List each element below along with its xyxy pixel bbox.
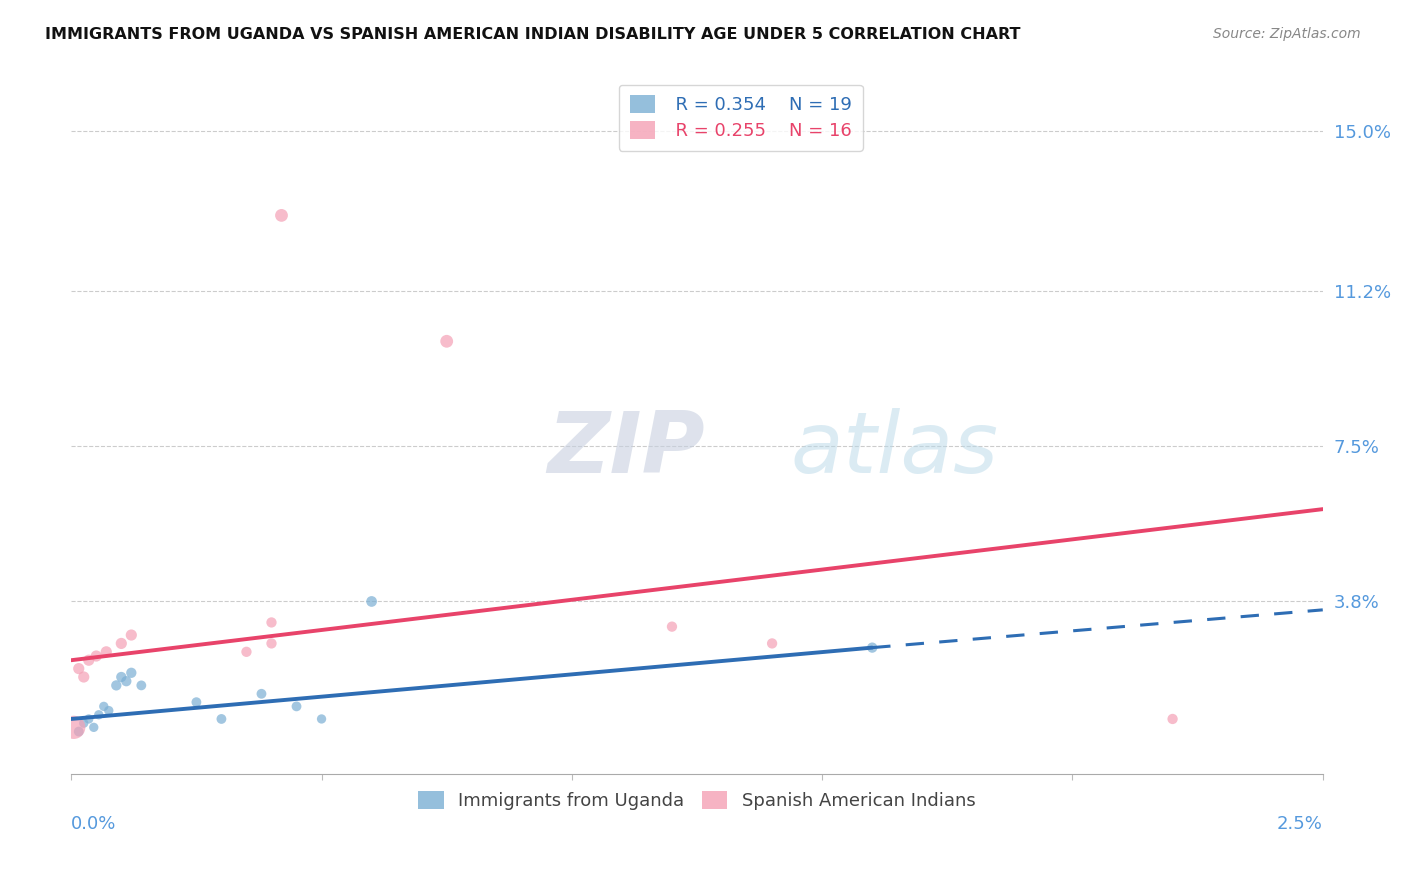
Point — [77, 712, 100, 726]
Point — [105, 678, 128, 692]
Point — [110, 636, 132, 650]
Point — [360, 594, 382, 608]
Point — [436, 334, 458, 349]
Point — [67, 724, 90, 739]
Point — [860, 640, 883, 655]
Text: atlas: atlas — [790, 408, 998, 491]
Point — [311, 712, 333, 726]
Point — [83, 720, 105, 734]
Point — [250, 687, 273, 701]
Point — [120, 628, 142, 642]
Point — [761, 636, 783, 650]
Text: ZIP: ZIP — [547, 408, 704, 491]
Legend: Immigrants from Uganda, Spanish American Indians: Immigrants from Uganda, Spanish American… — [411, 784, 983, 817]
Point — [73, 716, 96, 731]
Point — [73, 670, 96, 684]
Point — [110, 670, 132, 684]
Point — [285, 699, 308, 714]
Point — [1161, 712, 1184, 726]
Point — [115, 674, 138, 689]
Point — [84, 648, 107, 663]
Point — [67, 662, 90, 676]
Point — [131, 678, 153, 692]
Point — [77, 653, 100, 667]
Point — [209, 712, 232, 726]
Point — [97, 704, 120, 718]
Text: Source: ZipAtlas.com: Source: ZipAtlas.com — [1213, 27, 1361, 41]
Text: IMMIGRANTS FROM UGANDA VS SPANISH AMERICAN INDIAN DISABILITY AGE UNDER 5 CORRELA: IMMIGRANTS FROM UGANDA VS SPANISH AMERIC… — [45, 27, 1021, 42]
Point — [62, 720, 84, 734]
Point — [260, 636, 283, 650]
Point — [186, 695, 208, 709]
Point — [235, 645, 257, 659]
Point — [93, 699, 115, 714]
Point — [661, 620, 683, 634]
Point — [260, 615, 283, 630]
Text: 2.5%: 2.5% — [1277, 815, 1323, 833]
Point — [96, 645, 118, 659]
Point — [270, 208, 292, 222]
Point — [87, 707, 110, 722]
Text: 0.0%: 0.0% — [72, 815, 117, 833]
Point — [120, 665, 142, 680]
